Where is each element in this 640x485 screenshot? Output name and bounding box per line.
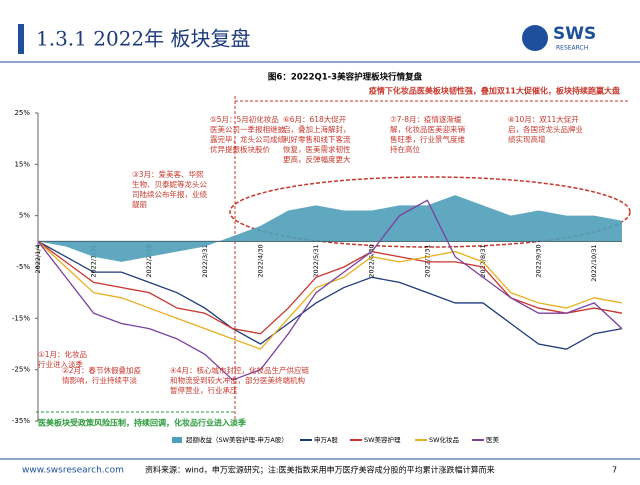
x-tick-label: 2022/4/30 <box>256 244 264 277</box>
x-tick-label: 2022/8/31 <box>479 244 487 277</box>
x-tick-label: 2022/5/31 <box>312 244 320 277</box>
y-tick-label: 15% <box>14 160 30 168</box>
legend-label: SW化妆品 <box>429 435 459 444</box>
line <box>37 240 623 335</box>
legend-label: 医美 <box>486 435 500 444</box>
footer-url: www.swsresearch.com <box>22 466 124 476</box>
x-tick-label: 2022/1/31 <box>90 244 98 277</box>
annotation: ⑦7-8月：疫情逐渐缓解，化妆品医美迎来销售旺季，行业景气度维持在高位 <box>390 115 465 154</box>
legend-swatch <box>172 437 182 443</box>
x-tick-label: 2022/1/4 <box>34 244 42 273</box>
x-tick-label: 2022/10/31 <box>590 244 598 281</box>
y-tick-label: 5% <box>19 212 30 220</box>
area <box>38 195 622 262</box>
slide-title: 1.3.1 2022年 板块复盘 <box>36 27 251 51</box>
x-tick-label: 2022/7/31 <box>423 244 431 277</box>
chart-title: 图6：2022Q1-3美容护理板块行情复盘 <box>268 72 423 83</box>
x-tick-label: 2022/3/31 <box>201 244 209 277</box>
logo-icon <box>522 25 548 51</box>
annotation: ⑥6月：618大促开启，叠加上海解封，利好零售和线下客流恢复，医美需求韧性更高，… <box>283 115 351 164</box>
footer-source: 资料来源：wind，申万宏源研究；注:医美指数采用申万医疗美容成分股的平均累计涨… <box>145 465 495 475</box>
legend-label: SW美容护理 <box>364 435 401 444</box>
annotation: ③3月：爱美客、华熙生物、贝泰妮等龙头公司陆续公布年报，业绩靓丽 <box>132 170 207 209</box>
logo: SWS <box>553 24 596 44</box>
y-tick-label: -5% <box>16 263 30 271</box>
annotation: ⑤5月：5月初化妆品医美公司一季报相继披露完毕，龙头公司成绩优异提振板块股价 <box>210 115 285 154</box>
x-tick-label: 2022/6/30 <box>368 244 376 277</box>
line <box>37 240 623 350</box>
highlight <box>229 176 631 248</box>
y-tick-label: -15% <box>12 314 30 322</box>
annotation: ②2月：春节休假叠加疫情影响，行业持续平淡 <box>62 366 141 385</box>
annotation: ④4月：核心城市封控，化妆品生产供应链和物流受到较大冲击，部分医美终端机构暂停营… <box>170 366 309 395</box>
y-tick-label: -25% <box>12 366 30 374</box>
y-tick-label: 25% <box>14 109 30 117</box>
banner-bottom: 医美板块受政策风险压制，持续回调，化妆品行业进入淡季 <box>38 418 247 428</box>
x-tick-label: 2022/2/28 <box>145 244 153 277</box>
annotation: ①1月：化妆品行业进入淡季 <box>38 350 87 369</box>
y-tick-label: -35% <box>12 417 30 425</box>
annotation: ⑧10月：双11大促开启，各国货龙头品牌业绩实现高增 <box>508 115 583 144</box>
title-bar <box>18 24 24 54</box>
line <box>37 199 623 381</box>
logo-sub: RESEARCH <box>556 45 588 52</box>
legend-label: 超额收益（SW美容护理-申万A股） <box>186 435 288 444</box>
page-number: 7 <box>612 466 617 475</box>
x-tick-label: 2022/9/30 <box>535 244 543 277</box>
legend-label: 申万A股 <box>314 435 338 444</box>
banner-top: 疫情下化妆品医美板块韧性强，叠加双11大促催化，板块持续跑赢大盘 <box>369 86 620 96</box>
